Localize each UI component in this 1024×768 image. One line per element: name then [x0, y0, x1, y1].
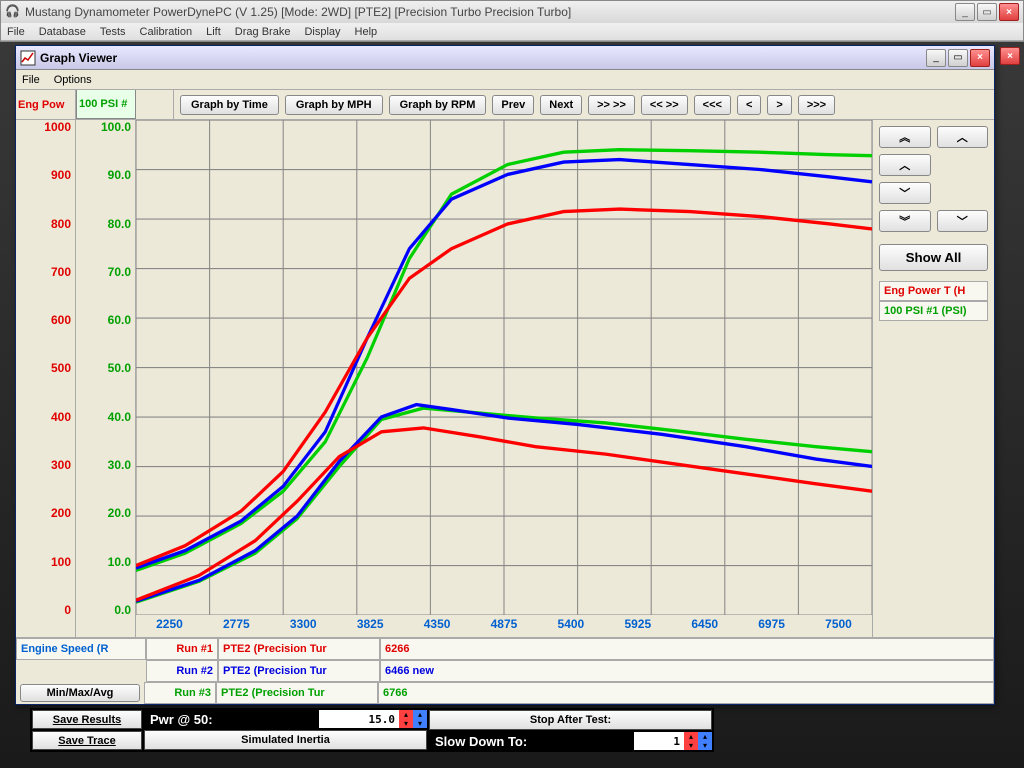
y1-axis-pane: 10009008007006005004003002001000 [16, 120, 76, 637]
stop-after-test-button[interactable]: Stop After Test: [429, 710, 712, 730]
save-trace-button[interactable]: Save Trace [32, 731, 142, 750]
graph-minimize-button[interactable]: _ [926, 49, 946, 67]
menu-tests[interactable]: Tests [100, 26, 126, 38]
legend-eng-power[interactable]: Eng Power T (H [879, 281, 988, 301]
tab-spacer [136, 90, 174, 119]
graph-by-mph-button[interactable]: Graph by MPH [285, 95, 383, 115]
run2-name: PTE2 (Precision Tur [218, 660, 380, 682]
main-window-title: Mustang Dynamometer PowerDynePC (V 1.25)… [25, 5, 571, 19]
run2-label[interactable]: Run #2 [146, 660, 218, 682]
y1-axis-tab[interactable]: Eng Pow [16, 90, 76, 119]
graph-viewer-window: Graph Viewer _ ▭ × File Options Eng Pow … [15, 45, 995, 705]
run1-label[interactable]: Run #1 [146, 638, 218, 660]
pwr-spinner-blue[interactable]: ▴▾ [413, 710, 427, 728]
menu-display[interactable]: Display [304, 26, 340, 38]
legend-psi[interactable]: 100 PSI #1 (PSI) [879, 301, 988, 321]
simulated-inertia-button[interactable]: Simulated Inertia [144, 730, 427, 750]
status-bar: Save Results Save Trace Pwr @ 50: 15.0 ▴… [30, 708, 714, 752]
legend-box: Eng Power T (H 100 PSI #1 (PSI) [879, 281, 988, 321]
prev-button[interactable]: Prev [492, 95, 534, 115]
rewind-triple-button[interactable]: <<< [694, 95, 731, 115]
engine-speed-label[interactable]: Engine Speed (R [16, 638, 146, 660]
run2-value: 6466 new [380, 660, 994, 682]
pwr-input[interactable]: 15.0 [319, 710, 399, 728]
main-app-window: 🎧 Mustang Dynamometer PowerDynePC (V 1.2… [0, 0, 1024, 42]
main-titlebar: 🎧 Mustang Dynamometer PowerDynePC (V 1.2… [1, 1, 1023, 23]
chart-body: 10009008007006005004003002001000 100.090… [16, 120, 994, 637]
run3-name: PTE2 (Precision Tur [216, 682, 378, 704]
main-menubar: File Database Tests Calibration Lift Dra… [1, 23, 1023, 41]
scroll-up-button[interactable]: ︿ [937, 126, 989, 148]
slow-spinner-red[interactable]: ▴▾ [684, 732, 698, 750]
menu-calibration[interactable]: Calibration [140, 26, 193, 38]
maximize-button[interactable]: ▭ [977, 3, 997, 21]
x-axis-labels: 2250277533003825435048755400592564506975… [136, 615, 872, 637]
run1-value: 6266 [380, 638, 994, 660]
y2-axis-pane: 100.090.080.070.060.050.040.030.020.010.… [76, 120, 136, 637]
zoom-out-y-button[interactable]: ︾ [879, 210, 931, 232]
min-max-avg-button[interactable]: Min/Max/Avg [20, 684, 140, 702]
fast-rewind-button[interactable]: << >> [641, 95, 688, 115]
run3-value: 6766 [378, 682, 994, 704]
down-button[interactable]: ﹀ [879, 182, 931, 204]
run3-label[interactable]: Run #3 [144, 682, 216, 704]
background-close-button[interactable]: × [1000, 47, 1020, 65]
graph-toolbar: Eng Pow 100 PSI # Graph by Time Graph by… [16, 90, 994, 120]
right-button[interactable]: > [767, 95, 791, 115]
info-rows: Engine Speed (R Run #1 PTE2 (Precision T… [16, 637, 994, 704]
forward-triple-button[interactable]: >>> [798, 95, 835, 115]
zoom-in-y-button[interactable]: ︽ [879, 126, 931, 148]
pwr-spinner-red[interactable]: ▴▾ [399, 710, 413, 728]
next-button[interactable]: Next [540, 95, 582, 115]
minimize-button[interactable]: _ [955, 3, 975, 21]
slow-down-label: Slow Down To: [429, 732, 533, 750]
menu-file[interactable]: File [7, 26, 25, 38]
scroll-down-button[interactable]: ﹀ [937, 210, 989, 232]
graph-close-button[interactable]: × [970, 49, 990, 67]
app-icon: 🎧 [5, 4, 21, 20]
right-nav-pane: ︽ ︿ ︿ ﹀ ︾ ﹀ Show All Eng Power T (H 100 … [872, 120, 994, 637]
chart-area: 2250277533003825435048755400592564506975… [136, 120, 872, 637]
slow-down-input[interactable]: 1 [634, 732, 684, 750]
graph-by-rpm-button[interactable]: Graph by RPM [389, 95, 487, 115]
fast-forward-button[interactable]: >> >> [588, 95, 635, 115]
graph-menu-file[interactable]: File [22, 74, 40, 86]
y2-axis-tab[interactable]: 100 PSI # [76, 90, 136, 119]
close-button[interactable]: × [999, 3, 1019, 21]
plot-area[interactable] [136, 120, 872, 615]
menu-database[interactable]: Database [39, 26, 86, 38]
show-all-button[interactable]: Show All [879, 244, 988, 271]
graph-menu-options[interactable]: Options [54, 74, 92, 86]
blank-cell [16, 660, 146, 682]
menu-drag-brake[interactable]: Drag Brake [235, 26, 291, 38]
graph-menubar: File Options [16, 70, 994, 90]
up-button[interactable]: ︿ [879, 154, 931, 176]
graph-by-time-button[interactable]: Graph by Time [180, 95, 279, 115]
run1-name: PTE2 (Precision Tur [218, 638, 380, 660]
graph-window-title: Graph Viewer [40, 51, 117, 65]
graph-titlebar[interactable]: Graph Viewer _ ▭ × [16, 46, 994, 70]
menu-help[interactable]: Help [355, 26, 378, 38]
save-results-button[interactable]: Save Results [32, 710, 142, 729]
graph-icon [20, 50, 36, 66]
slow-spinner-blue[interactable]: ▴▾ [698, 732, 712, 750]
chart-svg [136, 120, 872, 615]
menu-lift[interactable]: Lift [206, 26, 221, 38]
pwr-label: Pwr @ 50: [144, 710, 219, 728]
graph-maximize-button[interactable]: ▭ [948, 49, 968, 67]
left-button[interactable]: < [737, 95, 761, 115]
